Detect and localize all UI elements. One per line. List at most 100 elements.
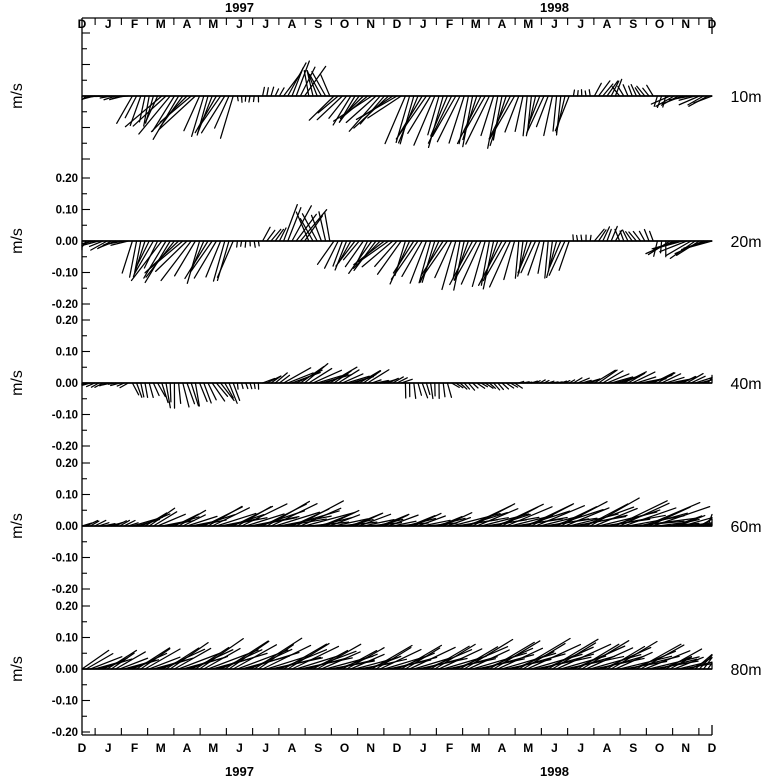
current-stick [278,374,291,384]
current-stick [438,515,463,527]
current-stick [274,372,288,384]
current-stick [390,240,419,280]
current-stick [526,643,582,670]
current-stick [212,240,226,282]
bottom-month-label: O [655,741,664,755]
current-stick [353,95,390,129]
current-stick [610,376,634,384]
current-stick [249,382,253,390]
current-stick [488,95,512,140]
current-stick [236,240,239,248]
top-month-label: D [393,17,402,31]
current-stick [274,511,321,527]
current-stick [625,231,633,242]
current-stick [427,95,440,136]
current-stick [335,240,356,267]
current-stick [366,369,390,384]
current-stick [303,69,310,97]
current-stick [353,240,386,266]
current-stick [702,657,713,670]
current-stick [274,88,280,97]
current-stick [698,654,713,670]
current-stick [341,649,378,670]
current-stick [177,652,221,670]
top-month-label: A [603,17,612,31]
bottom-month-label: M [471,741,481,755]
current-stick [407,95,432,134]
y-tick-label: 0.10 [56,490,78,502]
current-stick [190,649,234,670]
top-month-label: J [262,17,269,31]
y-tick-label: 0.00 [56,664,78,676]
current-stick [173,647,212,670]
current-stick [549,240,562,268]
current-stick [200,95,226,134]
current-stick [552,95,558,132]
current-stick [467,382,476,391]
current-stick [130,240,163,282]
current-stick [232,382,241,401]
current-stick [317,95,339,114]
current-stick [425,649,473,670]
top-month-label: A [288,17,297,31]
current-stick [156,513,186,527]
current-stick [165,382,171,409]
current-stick [159,95,192,123]
current-stick [90,240,108,251]
current-stick [184,240,209,280]
current-stick [194,382,200,407]
current-stick [135,647,171,670]
bottom-month-label: A [603,741,612,755]
top-month-label: D [708,17,717,31]
current-stick [270,228,282,242]
current-stick [505,506,553,527]
current-stick [158,95,197,131]
current-stick [522,95,528,137]
current-stick [408,646,456,670]
current-stick [124,95,138,119]
current-stick [383,514,409,527]
current-stick [452,240,461,280]
current-stick [295,211,310,242]
current-stick [245,382,249,390]
current-stick [606,645,646,670]
current-stick [606,373,630,384]
current-stick [627,85,633,97]
current-stick [653,95,659,107]
current-stick [555,506,598,527]
current-stick [421,519,451,527]
current-stick [219,382,235,402]
current-stick [358,240,390,263]
bottom-month-label: J [236,741,243,755]
current-stick [602,646,652,670]
y-tick-label: -0.20 [52,584,78,596]
current-stick [135,382,143,398]
current-stick [572,234,575,242]
current-stick [648,506,691,527]
stick-group [81,362,713,409]
current-stick [480,95,495,137]
bottom-month-label: M [156,741,166,755]
current-stick [190,240,213,272]
y-tick-label: -0.20 [52,299,78,311]
y-axis-units-label: m/s [9,228,26,254]
current-stick [621,229,629,242]
current-stick [707,662,713,670]
current-stick [186,515,218,527]
current-stick [132,95,167,127]
current-stick [681,240,713,251]
current-stick [224,382,234,399]
current-stick [501,506,539,527]
current-stick [121,240,134,274]
current-stick [392,240,415,274]
top-month-label: F [131,17,138,31]
current-stick [337,369,360,384]
current-stick [707,376,713,384]
current-stick [240,382,244,390]
current-stick [303,657,347,670]
current-stick [442,382,446,398]
current-stick [517,240,533,274]
current-stick [152,382,160,397]
current-stick [161,648,206,670]
current-stick [131,382,140,396]
